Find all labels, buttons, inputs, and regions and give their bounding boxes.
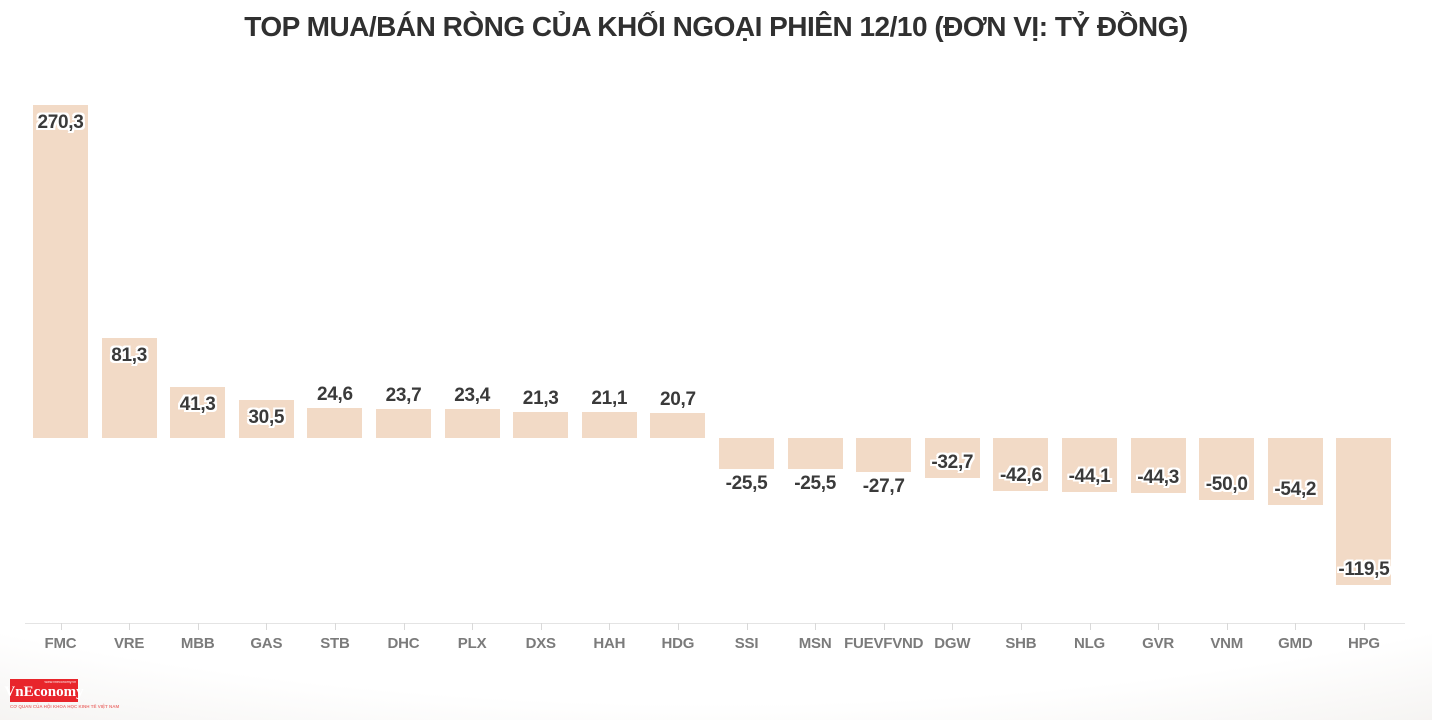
x-tick-label-HAH: HAH xyxy=(593,635,626,652)
logo-wordmark: VnEconomy xyxy=(4,684,84,700)
x-axis-tick xyxy=(403,623,405,630)
bar-HAH xyxy=(581,412,637,438)
vneconomy-logo: www.vneconomy.vn VnEconomy CƠ QUAN CỦA H… xyxy=(4,679,229,714)
x-tick-label-GVR: GVR xyxy=(1142,635,1175,652)
x-axis-tick xyxy=(334,623,336,630)
x-axis-tick xyxy=(197,623,199,630)
value-label-PLX: 23,4 xyxy=(454,385,490,407)
value-label-MSN: -25,5 xyxy=(794,473,836,495)
value-label-GVR: -44,3 xyxy=(1137,466,1179,488)
x-tick-label-DXS: DXS xyxy=(525,635,556,652)
x-tick-label-SHB: SHB xyxy=(1005,635,1037,652)
x-tick-label-GAS: GAS xyxy=(250,635,283,652)
x-axis-tick xyxy=(129,623,131,630)
value-label-HDG: 20,7 xyxy=(660,388,696,410)
bar-MBB xyxy=(170,387,226,438)
x-tick-label-FUEVFVND: FUEVFVND xyxy=(844,635,924,652)
bar-GAS xyxy=(238,400,294,438)
bar-MSN xyxy=(787,438,843,470)
x-tick-label-PLX: PLX xyxy=(457,635,487,652)
value-label-FMC: 270,3 xyxy=(37,112,84,133)
bar-DHC xyxy=(376,408,431,438)
x-axis-line xyxy=(25,623,1405,624)
x-tick-label-NLG: NLG xyxy=(1073,635,1106,652)
bar-VNM xyxy=(1199,438,1255,500)
value-label-GMD: -54,2 xyxy=(1274,478,1317,500)
value-label-DXS: 21,3 xyxy=(522,387,559,409)
x-tick-label-MBB: MBB xyxy=(180,635,215,652)
bar-HPG xyxy=(1336,438,1392,586)
x-tick-label-STB: STB xyxy=(320,635,350,652)
chart-title: TOP MUA/BÁN RÒNG CỦA KHỐI NGOẠI PHIÊN 12… xyxy=(244,11,1188,42)
x-axis-tick xyxy=(677,623,679,630)
x-axis-tick xyxy=(60,623,62,630)
x-axis-tick xyxy=(883,623,885,630)
bar-GVR xyxy=(1130,438,1186,493)
bar-NLG xyxy=(1062,438,1117,493)
value-label-GAS: 30,5 xyxy=(248,407,285,429)
bar-FUEVFVND xyxy=(856,438,912,473)
x-axis-tick xyxy=(952,623,954,630)
bar-SSI xyxy=(719,438,774,470)
x-tick-label-DHC: DHC xyxy=(387,635,420,652)
x-axis-tick xyxy=(472,623,474,630)
value-label-DHC: 23,7 xyxy=(385,384,422,406)
x-tick-label-FMC: FMC xyxy=(44,635,77,652)
value-label-HPG: -119,5 xyxy=(1338,559,1390,581)
value-label-VRE: 81,3 xyxy=(111,344,147,366)
vneconomy-logo-box: www.vneconomy.vn VnEconomy xyxy=(4,679,84,702)
x-axis-tick xyxy=(266,623,268,630)
x-axis-tick xyxy=(1363,623,1365,630)
x-axis-tick xyxy=(1020,623,1022,630)
x-tick-label-SSI: SSI xyxy=(734,635,759,652)
x-axis-tick xyxy=(1295,623,1297,630)
value-label-HAH: 21,1 xyxy=(591,388,628,409)
value-label-VNM: -50,0 xyxy=(1205,473,1248,495)
bar-PLX xyxy=(444,409,500,438)
x-tick-label-HDG: HDG xyxy=(661,635,695,652)
x-axis-tick xyxy=(540,623,542,630)
x-tick-label-VRE: VRE xyxy=(113,635,145,652)
bar-FMC xyxy=(33,105,88,438)
x-axis-tick xyxy=(609,623,611,630)
bar-VRE xyxy=(101,337,157,438)
x-tick-label-GMD: GMD xyxy=(1278,635,1313,652)
logo-subtitle: CƠ QUAN CỦA HỘI KHOA HỌC KINH TẾ VIỆT NA… xyxy=(10,704,120,709)
value-label-SHB: -42,6 xyxy=(999,464,1042,486)
bar-HDG xyxy=(650,412,706,438)
bar-DGW xyxy=(924,438,980,479)
x-axis-tick xyxy=(1089,623,1091,630)
x-axis-tick xyxy=(746,623,748,630)
x-axis-tick xyxy=(1226,623,1228,630)
value-label-FUEVFVND: -27,7 xyxy=(862,476,905,498)
bar-STB xyxy=(307,407,363,438)
x-tick-label-HPG: HPG xyxy=(1347,635,1380,652)
x-axis-tick xyxy=(815,623,817,630)
value-label-SSI: -25,5 xyxy=(725,473,768,495)
x-tick-label-DGW: DGW xyxy=(934,635,971,652)
value-label-DGW: -32,7 xyxy=(931,452,974,474)
value-label-STB: 24,6 xyxy=(317,383,353,405)
logo-url-text: www.vneconomy.vn xyxy=(44,680,76,685)
x-axis-tick xyxy=(1158,623,1160,630)
bar-SHB xyxy=(993,438,1049,491)
x-tick-label-VNM: VNM xyxy=(1210,635,1244,652)
x-tick-label-MSN: MSN xyxy=(798,635,832,652)
value-label-NLG: -44,1 xyxy=(1068,466,1111,488)
bar-GMD xyxy=(1267,438,1323,505)
value-label-MBB: 41,3 xyxy=(179,394,216,416)
bar-DXS xyxy=(513,411,569,438)
